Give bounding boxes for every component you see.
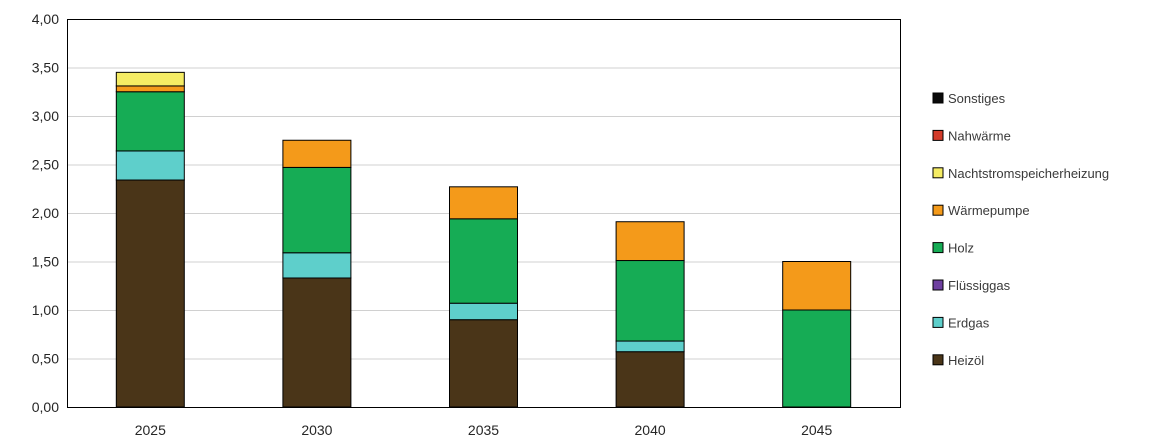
- bar-segment-holz-2040: [615, 260, 685, 342]
- bar-segment-holz-2045: [782, 309, 852, 408]
- bar-segment-erdgas-2040: [615, 340, 685, 353]
- y-axis-tick-labels: 0,00 0,50 1,00 1,50 2,00 2,50 3,00 3,50 4,00: [32, 11, 59, 415]
- bar-segment-warmepumpe-2040: [615, 221, 685, 262]
- bar-segment-erdgas-2035: [449, 302, 518, 321]
- bar-segment-heizol-2040: [615, 351, 685, 408]
- legend-swatch: [932, 316, 944, 328]
- y-tick-label: 1,00: [32, 302, 59, 318]
- legend-label: Heizöl: [948, 353, 984, 368]
- legend-item-nachtstromspeicherheizung: Nachtstromspeicherheizung: [932, 166, 1109, 181]
- y-tick-label: 0,00: [32, 399, 59, 415]
- y-tick-label: 1,50: [32, 254, 59, 270]
- bar-segment-erdgas-2025: [115, 150, 185, 181]
- legend-label: Nachtstromspeicherheizung: [948, 166, 1109, 181]
- x-axis-tick-labels: 2025 2030 2035 2040 2045: [135, 422, 833, 438]
- bar-segment-heizol-2035: [449, 319, 518, 408]
- legend-label: Erdgas: [948, 315, 990, 330]
- bar-segment-holz-2035: [449, 218, 518, 304]
- legend-swatch: [932, 129, 944, 141]
- bars: [115, 71, 852, 408]
- legend-label: Holz: [948, 241, 974, 256]
- bar-segment-warmepumpe-2025: [115, 85, 185, 93]
- y-tick-label: 4,00: [32, 11, 59, 27]
- x-tick-label: 2045: [801, 422, 832, 438]
- legend-label: Flüssiggas: [948, 278, 1011, 293]
- y-tick-label: 3,50: [32, 60, 59, 76]
- bar-segment-nachtstromspeicherheizung-2025: [115, 71, 185, 87]
- bar-segment-warmepumpe-2035: [449, 186, 518, 220]
- x-tick-label: 2040: [635, 422, 666, 438]
- bar-segment-holz-2030: [282, 166, 352, 254]
- y-tick-label: 3,00: [32, 108, 59, 124]
- legend-swatch: [932, 167, 944, 179]
- legend-item-holz: Holz: [932, 241, 974, 256]
- legend-label: Sonstiges: [948, 91, 1006, 106]
- bar-segment-warmepumpe-2030: [282, 139, 352, 168]
- y-tick-label: 0,50: [32, 351, 59, 367]
- legend-item-nahwarme: Nahwärme: [932, 128, 1011, 143]
- legend-item-flussiggas: Flüssiggas: [932, 278, 1011, 293]
- plot-area-frame: [67, 19, 901, 408]
- legend-item-heizol: Heizöl: [932, 353, 984, 368]
- x-tick-label: 2030: [301, 422, 332, 438]
- bar-segment-heizol-2030: [282, 277, 352, 408]
- legend-swatch: [932, 354, 944, 366]
- legend-swatch: [932, 279, 944, 291]
- legend-swatch: [932, 242, 944, 254]
- y-tick-label: 2,00: [32, 205, 59, 221]
- legend-label: Nahwärme: [948, 128, 1011, 143]
- x-tick-label: 2035: [468, 422, 499, 438]
- y-tick-label: 2,50: [32, 157, 59, 173]
- legend-swatch: [932, 92, 944, 104]
- legend-swatch: [932, 204, 944, 216]
- legend-item-warmepumpe: Wärmepumpe: [932, 203, 1030, 218]
- bar-segment-holz-2025: [115, 91, 185, 152]
- bar-segment-heizol-2025: [115, 179, 185, 408]
- x-tick-label: 2025: [135, 422, 166, 438]
- legend-item-sonstiges: Sonstiges: [932, 91, 1006, 106]
- bar-segment-warmepumpe-2045: [782, 261, 852, 311]
- legend: Sonstiges Nahwärme Nachtstromspeicherheizu…: [932, 91, 1109, 368]
- legend-item-erdgas: Erdgas: [932, 315, 990, 330]
- bar-segment-erdgas-2030: [282, 252, 352, 279]
- legend-label: Wärmepumpe: [948, 203, 1030, 218]
